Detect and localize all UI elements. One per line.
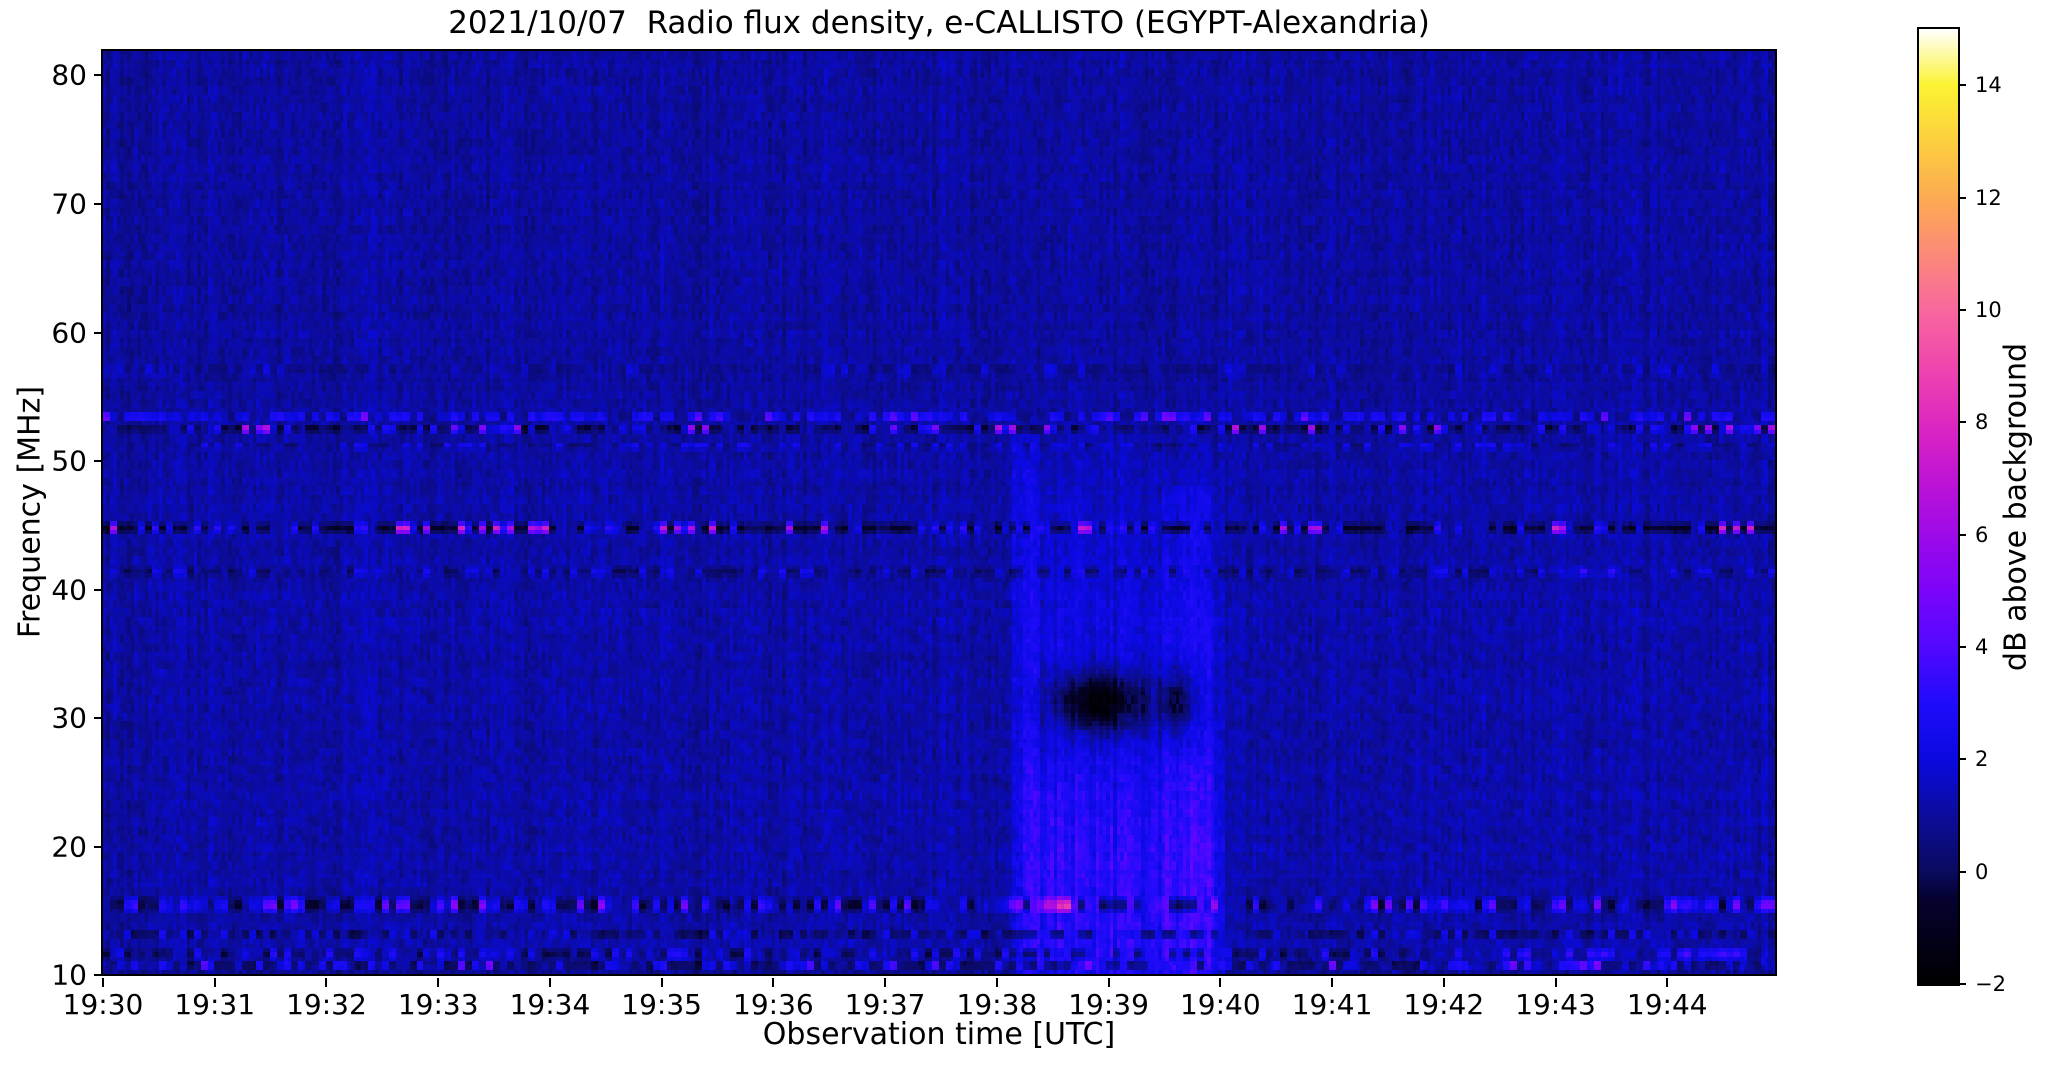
- y-tick-label: 20: [51, 830, 87, 864]
- x-tick-mark: [1554, 978, 1557, 987]
- colorbar-tick-mark: [1958, 758, 1966, 761]
- colorbar-tick-label: 8: [1975, 410, 1989, 435]
- y-tick-label: 80: [51, 58, 87, 92]
- x-tick-label: 19:43: [1515, 988, 1596, 1021]
- x-tick-label: 19:35: [621, 988, 703, 1021]
- spectrogram-heatmap: [103, 51, 1775, 974]
- x-tick-label: 19:38: [956, 988, 1038, 1021]
- y-tick-label: 70: [51, 187, 87, 221]
- x-tick-mark: [102, 978, 104, 987]
- x-axis-label: Observation time [UTC]: [762, 1017, 1116, 1052]
- x-tick-label: 19:40: [1179, 988, 1261, 1021]
- x-tick-mark: [548, 978, 551, 987]
- x-tick-mark: [1442, 978, 1445, 987]
- x-tick-label: 19:30: [62, 988, 144, 1021]
- colorbar-tick-mark: [1958, 645, 1966, 648]
- x-tick-label: 19:41: [1291, 988, 1373, 1021]
- colorbar-tick-label: 10: [1975, 297, 2002, 322]
- chart-title: 2021/10/07 Radio flux density, e-CALLIST…: [448, 5, 1430, 41]
- colorbar: 14 12 10 8 6 4 2 0 −2: [1917, 27, 2006, 996]
- colorbar-tick-label: 6: [1975, 522, 1989, 547]
- x-tick-mark: [325, 978, 328, 987]
- x-tick-label: 19:37: [844, 988, 926, 1021]
- y-tick-mark: [94, 74, 103, 77]
- x-tick-label: 19:32: [286, 988, 367, 1021]
- x-tick-label: 19:39: [1068, 988, 1149, 1021]
- x-tick-label: 19:42: [1403, 988, 1485, 1021]
- x-tick-label: 19:36: [733, 988, 814, 1021]
- x-tick-label: 19:33: [397, 988, 479, 1021]
- x-tick-label: 19:44: [1626, 988, 1708, 1021]
- x-tick-mark: [660, 978, 663, 987]
- y-tick-mark: [94, 974, 103, 977]
- colorbar-tick-label: −2: [1975, 972, 2006, 996]
- x-tick-mark: [213, 978, 216, 987]
- colorbar-tick-label: 4: [1975, 634, 1989, 659]
- y-tick-label: 30: [51, 701, 87, 735]
- x-tick-mark: [1107, 978, 1110, 987]
- y-tick-mark: [94, 203, 103, 205]
- plot-area: 19:30 19:31 19:32 19:33 19:34 19:35 19:36 19:37…: [51, 49, 1777, 1021]
- colorbar-tick-label: 0: [1975, 859, 1989, 884]
- colorbar-tick-label: 14: [1975, 73, 2002, 98]
- x-tick-mark: [1666, 978, 1669, 987]
- x-tick-mark: [437, 978, 440, 987]
- colorbar-label: dB above background: [1998, 342, 2034, 672]
- colorbar-tick-mark: [1958, 983, 1966, 985]
- y-tick-mark: [94, 460, 103, 463]
- x-tick-mark: [995, 978, 998, 987]
- x-tick-mark: [1219, 978, 1222, 987]
- colorbar-tick-mark: [1958, 421, 1966, 424]
- colorbar-tick-label: 2: [1975, 747, 1989, 772]
- colorbar-tick-mark: [1958, 533, 1966, 536]
- colorbar-tick-mark: [1958, 870, 1966, 873]
- colorbar-tick-mark: [1958, 308, 1966, 311]
- y-tick-label: 40: [51, 573, 87, 607]
- x-tick-mark: [1331, 978, 1334, 987]
- y-tick-mark: [94, 588, 103, 591]
- y-tick-mark: [94, 717, 103, 720]
- x-tick-mark: [884, 978, 887, 987]
- colorbar-tick-label: 12: [1975, 185, 2002, 210]
- x-tick-label: 19:31: [174, 988, 256, 1021]
- y-tick-label: 60: [51, 316, 87, 350]
- x-tick-label: 19:34: [509, 988, 591, 1021]
- y-axis-label: Frequency [MHz]: [12, 385, 48, 639]
- y-tick-mark: [94, 331, 103, 334]
- y-tick-label: 50: [51, 444, 87, 478]
- colorbar-tick-mark: [1958, 196, 1966, 199]
- x-tick-mark: [772, 978, 775, 987]
- y-tick-label: 10: [51, 958, 87, 992]
- y-tick-mark: [94, 845, 103, 848]
- colorbar-tick-mark: [1958, 84, 1966, 87]
